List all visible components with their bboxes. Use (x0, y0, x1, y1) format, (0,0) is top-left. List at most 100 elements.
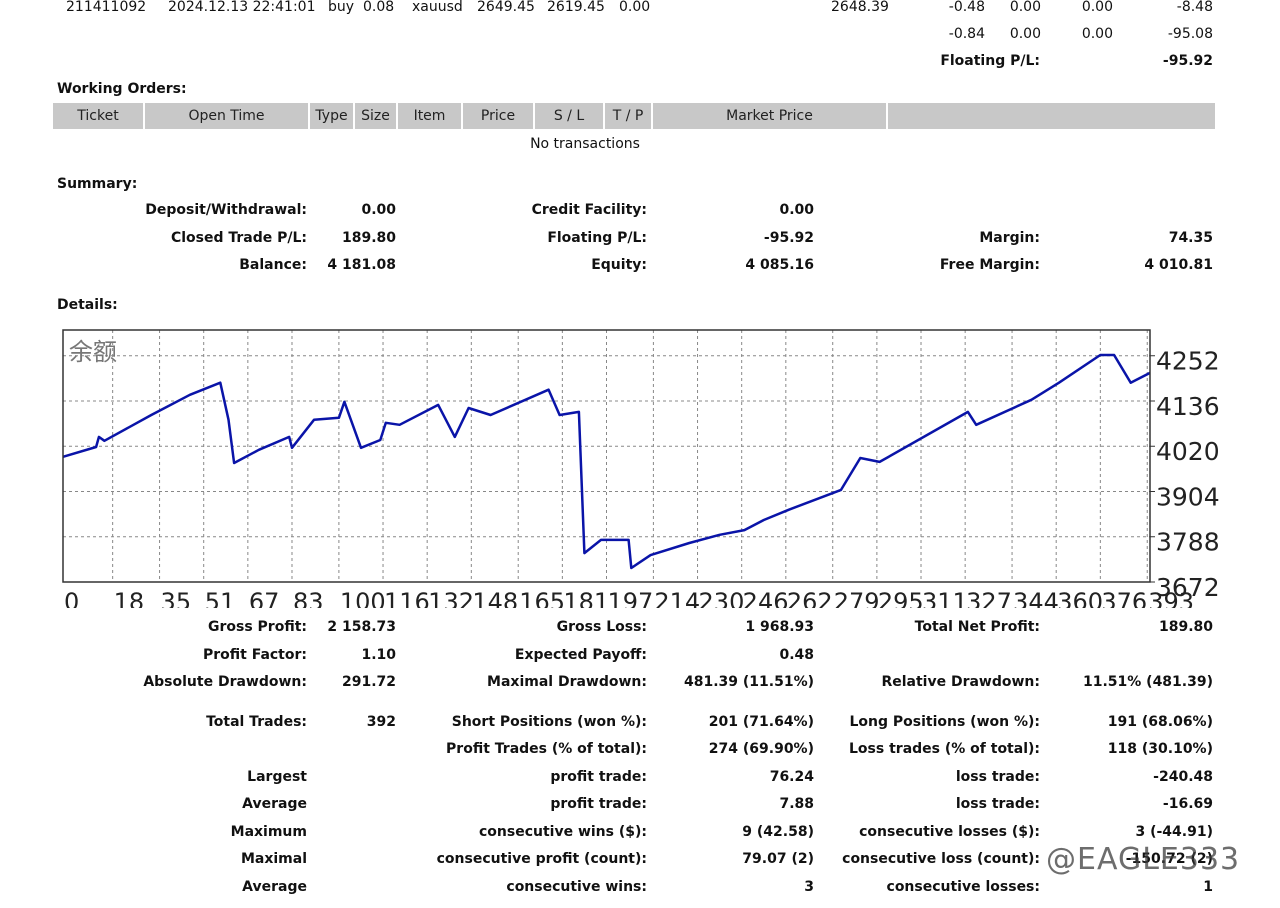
stat-label: Long Positions (won %): (849, 713, 1040, 730)
position-cell: 2619.45 (547, 0, 605, 15)
stat-value: 11.51% (481.39) (1082, 674, 1213, 690)
stat-label: Largest (247, 768, 307, 785)
stat-value: 2 158.73 (327, 619, 396, 635)
x-tick-label: 116 (384, 588, 430, 608)
stat-label: Short Positions (won %): (451, 713, 647, 730)
stat-value: 0.00 (779, 202, 814, 218)
stat-label: Deposit/Withdrawal: (145, 202, 307, 218)
stat-value: 76.24 (769, 768, 814, 785)
stat-label: Total Trades: (206, 713, 307, 730)
stat-label: Profit Factor: (202, 646, 307, 663)
empty-note: No transactions (530, 136, 640, 152)
plot-border (62, 329, 1151, 583)
balance-line (62, 353, 1151, 570)
position-cell: 2648.39 (831, 0, 889, 15)
balance-chart: 3672 3788 3904 4020 4136 4252 0 18 35 51 67 83 10011… (62, 329, 1220, 608)
stat-label: Gross Profit: (207, 619, 307, 635)
stat-label: profit trade: (550, 768, 647, 785)
stat-label: consecutive losses: (886, 878, 1040, 895)
stat-label: consecutive wins: (506, 878, 647, 895)
stat-value: 118 (30.10%) (1107, 741, 1213, 757)
position-cell: 2649.45 (477, 0, 535, 15)
section-title: Details: (57, 297, 118, 313)
y-tick-label: 4252 (1156, 347, 1220, 376)
stat-label: Absolute Drawdown: (143, 674, 307, 690)
stat-value: 189.80 (1158, 619, 1213, 635)
total-cell: 0.00 (1081, 26, 1113, 42)
stat-value: -95.92 (763, 229, 814, 246)
stat-label: Margin: (979, 229, 1040, 246)
total-cell: 0.00 (1009, 26, 1041, 42)
total-cell: -95.08 (1167, 26, 1213, 42)
position-cell: 0.00 (619, 0, 651, 15)
stat-label: Free Margin: (939, 257, 1040, 273)
x-tick-label: 279 (834, 588, 880, 608)
stat-value: 274 (69.90%) (708, 741, 814, 757)
stat-label: Expected Payoff: (514, 646, 647, 663)
x-tick-label: 67 (249, 588, 280, 608)
stat-label: loss trade: (955, 768, 1040, 785)
position-cell: -8.48 (1176, 0, 1213, 15)
x-tick-label: 83 (293, 588, 324, 608)
x-tick-label: 311 (922, 588, 968, 608)
header-cell (888, 103, 1215, 129)
x-tick-label: 295 (878, 588, 924, 608)
x-tick-label: 246 (743, 588, 789, 608)
y-tick-label: 3788 (1156, 528, 1220, 557)
stat-value: 1 (1203, 878, 1213, 895)
x-tick-label: 360 (1057, 588, 1103, 608)
stat-label: Credit Facility: (531, 202, 647, 218)
position-cell: 0.00 (1081, 0, 1113, 15)
stat-label: Total Net Profit: (914, 619, 1040, 635)
stat-label: consecutive losses ($): (859, 823, 1040, 840)
x-tick-label: 230 (699, 588, 745, 608)
x-tick-label: 165 (519, 588, 565, 608)
position-cell: xauusd (412, 0, 463, 15)
stat-label: Maximum (230, 823, 307, 840)
stat-label: Average (242, 796, 307, 812)
stat-label: Maximal Drawdown: (487, 674, 647, 690)
x-tick-label: 181 (563, 588, 609, 608)
x-tick-label: 148 (472, 588, 518, 608)
stat-value: 3 (-44.91) (1135, 823, 1213, 840)
x-tick-label: 344 (1013, 588, 1059, 608)
header-cell: T / P (605, 103, 651, 129)
x-tick-label: 393 (1148, 588, 1194, 608)
position-cell: 0.00 (1009, 0, 1041, 15)
header-cell: Ticket (53, 103, 143, 129)
chart-title: 余额 (69, 338, 117, 366)
stat-value: 74.35 (1168, 229, 1213, 246)
x-tick-label: 262 (787, 588, 833, 608)
stat-value: 7.88 (779, 796, 814, 812)
stat-value: 0.00 (361, 202, 396, 218)
position-cell: -0.48 (948, 0, 985, 15)
floating-value: -95.92 (1162, 53, 1213, 69)
stat-value: 4 010.81 (1144, 257, 1213, 273)
x-tick-label: 35 (161, 588, 192, 608)
y-tick-label: 4136 (1156, 392, 1220, 421)
stat-label: Profit Trades (% of total): (446, 741, 647, 757)
x-tick-label: 132 (428, 588, 474, 608)
stat-label: Floating P/L: (547, 229, 647, 246)
stat-value: 481.39 (11.51%) (683, 674, 814, 690)
header-cell: Market Price (653, 103, 886, 129)
total-cell: -0.84 (948, 26, 985, 42)
section-title: Summary: (57, 176, 138, 192)
stat-value: 79.07 (2) (742, 851, 814, 867)
stat-label: Closed Trade P/L: (170, 229, 307, 246)
stat-label: Equity: (591, 257, 647, 273)
y-tick-label: 4020 (1156, 437, 1220, 466)
stat-label: consecutive wins ($): (478, 823, 647, 840)
stat-label: Relative Drawdown: (881, 674, 1040, 690)
stat-label: Maximal (240, 851, 307, 867)
watermark: @EAGLE333 (1046, 842, 1241, 877)
floating-label: Floating P/L: (940, 53, 1040, 69)
header-cell: Open Time (145, 103, 308, 129)
x-tick-label: 51 (205, 588, 236, 608)
position-cell: 211411092 (66, 0, 147, 15)
stat-value: 9 (42.58) (742, 823, 814, 840)
stat-label: profit trade: (550, 796, 647, 812)
stat-label: consecutive profit (count): (436, 851, 647, 867)
stat-value: -240.48 (1153, 768, 1213, 785)
